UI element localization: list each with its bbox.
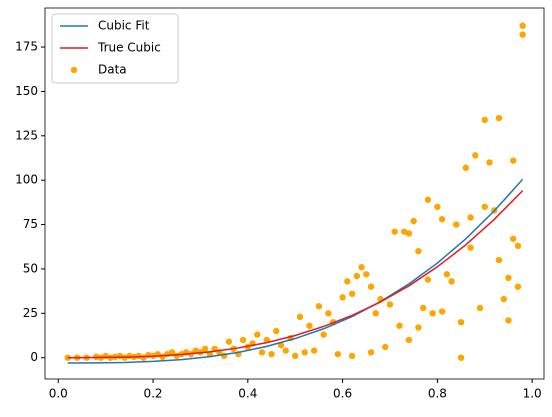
legend-box (51, 13, 179, 84)
y-tick-label: 150 (15, 84, 38, 98)
data-point (509, 235, 517, 242)
data-point (476, 304, 484, 312)
y-tick-label: 25 (23, 306, 38, 320)
data-point (386, 301, 394, 308)
data-point (467, 244, 474, 251)
data-point (382, 343, 389, 351)
data-point (438, 216, 446, 223)
data-point (258, 349, 266, 356)
data-point (495, 256, 503, 264)
data-point (505, 274, 512, 282)
legend-label: True Cubic (97, 41, 161, 55)
x-tick-label: 0.8 (428, 387, 447, 401)
y-tick-label: 75 (23, 217, 38, 231)
data-point (434, 203, 441, 211)
data-point (453, 221, 460, 228)
y-tick-label: 125 (15, 128, 38, 142)
y-tick-label: 100 (15, 173, 38, 187)
data-point (353, 272, 361, 280)
data-point (348, 352, 356, 360)
data-point (419, 304, 427, 312)
data-point (363, 271, 370, 278)
x-tick-label: 0.2 (143, 387, 162, 401)
data-point (519, 31, 526, 38)
data-point (254, 331, 261, 338)
data-point (391, 228, 398, 235)
data-point (277, 342, 285, 349)
data-point (415, 324, 422, 331)
data-point (457, 354, 465, 361)
data-point (457, 318, 465, 326)
data-point (168, 349, 176, 356)
data-point (424, 196, 432, 203)
legend-swatch (70, 66, 78, 74)
data-point (296, 313, 304, 321)
data-point (64, 354, 71, 361)
data-point (500, 295, 507, 303)
data-point (424, 276, 432, 283)
y-tick-label: 175 (15, 40, 38, 54)
data-point (301, 349, 308, 356)
data-point (201, 345, 209, 353)
data-point (509, 157, 517, 164)
legend-label: Data (98, 63, 127, 77)
data-point (396, 322, 403, 329)
data-point (273, 327, 280, 335)
data-point (344, 278, 351, 285)
data-point (339, 294, 346, 301)
x-tick-label: 0.6 (333, 387, 352, 401)
data-point (519, 22, 526, 29)
data-point (462, 164, 470, 171)
data-point (505, 317, 512, 324)
data-point (514, 283, 522, 290)
data-point (467, 214, 474, 221)
data-point (348, 290, 356, 297)
data-point (315, 303, 323, 310)
y-tick-label: 50 (23, 261, 38, 275)
data-point (325, 310, 332, 317)
data-point (334, 350, 342, 358)
y-tick-label: 0 (30, 350, 38, 364)
data-point (481, 203, 488, 211)
data-point (472, 152, 479, 159)
data-point (429, 310, 436, 317)
data-point (372, 310, 379, 317)
data-point (495, 114, 503, 122)
data-point (292, 352, 299, 360)
data-point (310, 347, 318, 354)
data-point (438, 308, 446, 315)
fit-line (67, 178, 524, 364)
data-point (410, 217, 417, 225)
data-point (306, 322, 313, 329)
plot-frame (44, 7, 545, 380)
data-point (448, 278, 455, 285)
data-point (225, 338, 233, 345)
data-point (405, 230, 413, 237)
data-point (268, 350, 275, 358)
data-point (239, 336, 247, 344)
data-point (367, 283, 375, 290)
data-point (514, 242, 522, 250)
data-point (415, 247, 422, 255)
data-point (358, 263, 365, 271)
data-point (405, 336, 413, 344)
data-point (486, 159, 493, 166)
fit-line (67, 190, 524, 359)
x-tick-label: 0.4 (238, 387, 257, 401)
data-point (282, 347, 289, 354)
legend-label: Cubic Fit (98, 19, 150, 33)
x-tick-label: 0.0 (49, 387, 68, 401)
data-point (367, 349, 375, 356)
data-point (481, 116, 488, 124)
x-tick-label: 1.0 (523, 387, 542, 401)
data-point (443, 271, 451, 278)
data-point (320, 331, 327, 338)
